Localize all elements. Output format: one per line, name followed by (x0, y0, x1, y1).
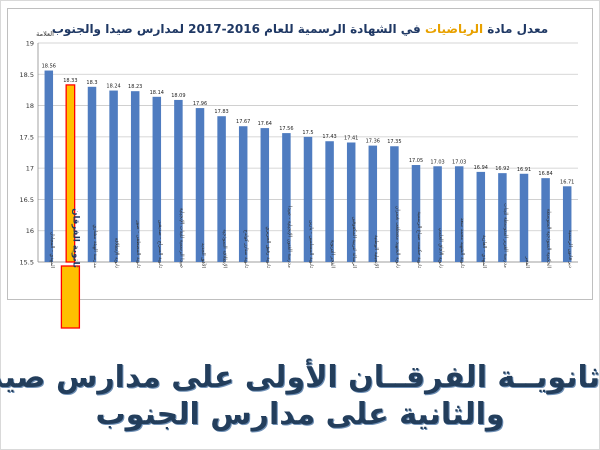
bar (109, 90, 118, 262)
bar (368, 145, 378, 262)
data-label: 17.5 (302, 130, 313, 136)
category-label: ثانوية الفرقان (70, 208, 80, 268)
bar (130, 91, 140, 263)
category-label: دير قانون الرسمية (567, 230, 573, 268)
chart-title-part: في الشهادة الرسمية للعام 2016-2017 لمدار… (52, 22, 425, 37)
data-label: 18.14 (150, 90, 164, 96)
category-label: الحكمية النموذجية المتوسطة (546, 209, 552, 268)
data-label: 18.09 (171, 93, 185, 99)
category-label: الرسالة لتربية المكفوفين (351, 216, 357, 268)
data-label: 17.03 (430, 159, 444, 165)
category-label: ثانوية الشهيد محمد سعد (459, 218, 465, 269)
highlight-label-box (60, 265, 81, 329)
bar (346, 142, 356, 262)
bar (390, 146, 399, 262)
y-axis-label: العلامة (36, 30, 54, 38)
category-label: الإنجيلية الوطنية (373, 235, 379, 268)
data-label: 18.56 (42, 64, 56, 70)
y-tick-label: 19 (26, 40, 34, 48)
category-label: مدرسة الهيئة مشاري (92, 224, 98, 268)
data-label: 17.96 (193, 101, 207, 107)
bar (260, 128, 270, 262)
y-tick-label: 18.5 (20, 71, 34, 79)
data-label: 16.94 (474, 165, 488, 171)
banner-line-1: ثانويــة الفرقــان الأولى على مدارس صيدا (0, 360, 600, 395)
data-label: 17.67 (236, 119, 250, 125)
chart-title-part: الرياضيات (425, 22, 483, 36)
category-label: ثانوية الأفاق العلمي (438, 228, 445, 269)
bar (519, 173, 529, 262)
category-label: الأفق الجديد (200, 243, 207, 268)
data-label: 16.84 (538, 171, 552, 177)
bar (325, 141, 334, 262)
y-tick-label: 17 (26, 165, 34, 173)
category-label: المهدي - المجادل (49, 232, 55, 268)
bar (152, 96, 162, 262)
category-label: ثانوية ستارز كولدج (243, 229, 249, 268)
data-label: 17.43 (322, 134, 336, 140)
data-label: 16.71 (560, 179, 574, 185)
category-label: ثانوية حكمت صباغ الرسمية (416, 211, 422, 268)
data-label: 16.91 (517, 167, 531, 173)
y-tick-label: 16 (26, 227, 34, 235)
category-label: مدرسة الفنون الإنجيلية - صيدا (286, 206, 292, 268)
bar (174, 99, 183, 262)
category-label: المهدي - الغازية (481, 235, 487, 268)
bar (454, 166, 464, 262)
data-label: 17.83 (214, 109, 228, 115)
bar (303, 136, 313, 262)
category-label: صيدا الرسمية للبنات الإنجيلية (178, 208, 184, 268)
category-label: مدرسة الفرير المتوسطة للبنات (502, 203, 508, 268)
bar (87, 86, 97, 262)
category-label: ثانوية المصطفى - صور (135, 219, 141, 268)
bar (282, 133, 291, 262)
y-tick-label: 17.5 (20, 133, 34, 141)
category-label: ثانوية المسلمين - يارين (308, 220, 314, 269)
y-tick-label: 18 (26, 102, 34, 110)
data-label: 17.56 (279, 126, 293, 132)
category-label: الفجر (524, 256, 530, 268)
bar (44, 70, 54, 262)
bar (498, 173, 507, 262)
chart-title-part: معدل مادة (483, 22, 548, 36)
bar (541, 178, 550, 262)
bar (65, 84, 76, 263)
category-label: ثانوية الإنطلاقة (114, 238, 120, 269)
data-label: 18.24 (106, 84, 120, 90)
data-label: 17.05 (409, 158, 423, 164)
data-label: 17.03 (452, 159, 466, 165)
bar (476, 171, 486, 262)
chart-title: معدل مادة الرياضيات في الشهادة الرسمية ل… (52, 22, 548, 37)
data-label: 16.92 (495, 166, 509, 172)
category-label: ثانوية الشهيد مصطفى شمران (394, 206, 400, 269)
bar (195, 108, 205, 263)
category-label: ثانوية السراج - صديقين (157, 220, 163, 269)
bar (411, 165, 421, 262)
chart-panel (7, 8, 593, 300)
bar (562, 186, 572, 262)
bar (238, 126, 248, 262)
bar (433, 166, 442, 262)
data-label: 17.35 (387, 139, 401, 145)
bar (217, 116, 226, 262)
y-tick-label: 15.5 (20, 259, 34, 267)
banner-line-2: والثانية على مدارس الجنوب (95, 397, 505, 432)
data-label: 18.33 (63, 78, 77, 84)
data-label: 17.41 (344, 135, 358, 141)
category-label: الفجر التربوية (330, 240, 336, 268)
data-label: 17.64 (258, 121, 272, 127)
category-label: ثانوية رفيق الحريري (265, 226, 271, 268)
data-label: 17.36 (366, 139, 380, 145)
data-label: 18.23 (128, 84, 142, 90)
y-tick-label: 16.5 (20, 196, 34, 204)
data-label: 18.3 (86, 80, 97, 86)
category-label: الإنطلاقة النموذجية (222, 229, 228, 268)
